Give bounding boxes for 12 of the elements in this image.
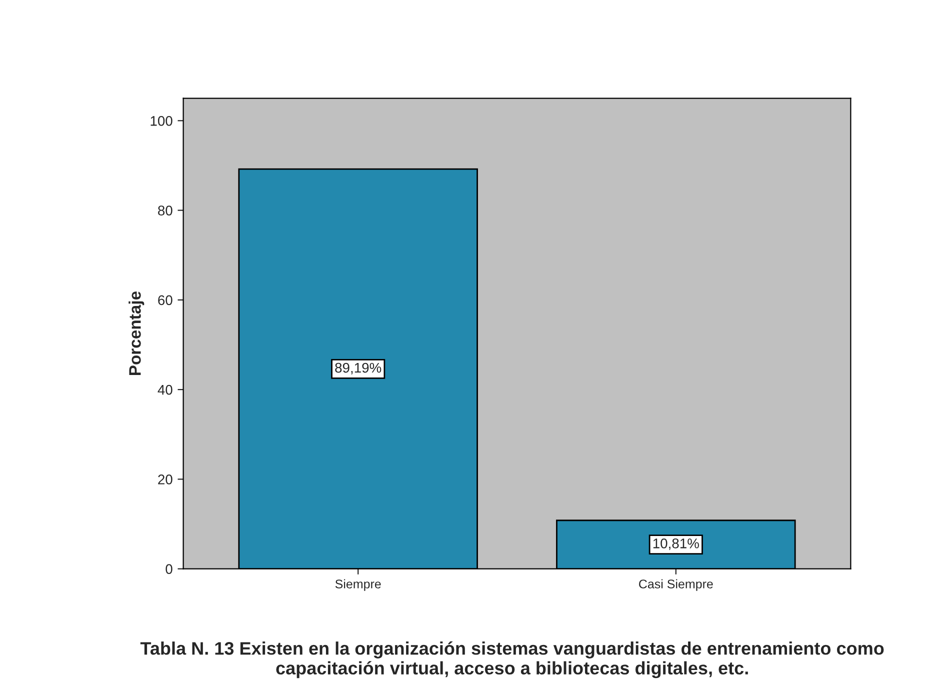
x-tick-label: Casi Siempre [639, 579, 713, 591]
y-tick-label: 80 [158, 206, 172, 216]
data-label: 10,81% [653, 538, 699, 550]
y-tick-label: 60 [158, 295, 172, 306]
y-tick-label: 100 [150, 116, 172, 126]
y-tick-label: 0 [166, 564, 172, 574]
x-tick-label: Siempre [335, 579, 381, 591]
y-tick-label: 40 [158, 384, 172, 395]
text: Tabla N. 13 Existen en la organización sistemas vanguardistas de entrenamiento como capacitación virtual, acceso a bibliotecas digitales, etc. [140, 641, 884, 678]
y-axis-title: Porcentaje [128, 292, 144, 376]
y-tick-label: 20 [158, 474, 172, 484]
data-label: 89,19% [335, 362, 382, 374]
